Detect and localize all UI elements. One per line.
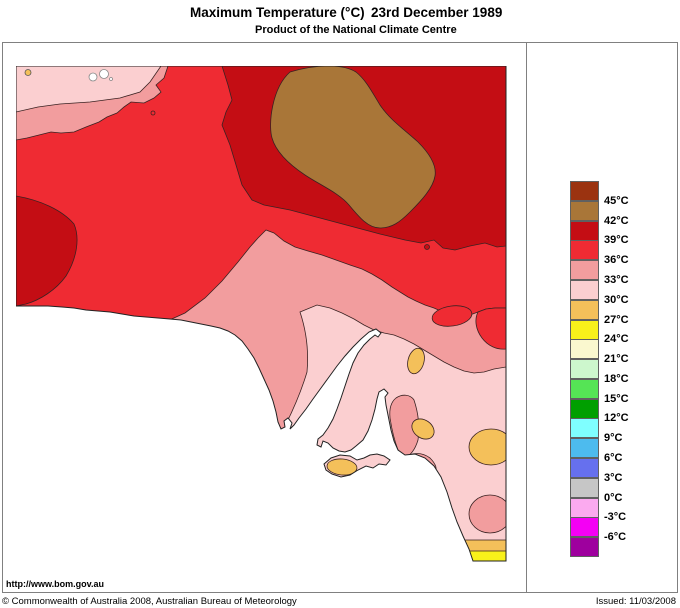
- legend-swatch-16: [570, 497, 599, 518]
- legend-label-5: 30°C: [604, 293, 629, 306]
- legend-swatch-17: [570, 517, 599, 538]
- legend-label-14: 3°C: [604, 471, 623, 484]
- legend-label-16: -3°C: [604, 511, 627, 524]
- legend-swatch-3: [570, 240, 599, 261]
- legend-label-9: 18°C: [604, 372, 629, 385]
- legend-swatch-9: [570, 359, 599, 380]
- legend-label-3: 36°C: [604, 254, 629, 267]
- legend-label-7: 24°C: [604, 333, 629, 346]
- legend-label-10: 15°C: [604, 392, 629, 405]
- legend-label-17: -6°C: [604, 531, 627, 544]
- region-36-39-small-dot: [150, 110, 156, 116]
- region-39-42-small-dot: [424, 244, 430, 250]
- legend-swatch-10: [570, 378, 599, 399]
- region-white-spot-c: [109, 77, 113, 81]
- legend-label-0: 45°C: [604, 194, 629, 207]
- legend-swatch-15: [570, 477, 599, 498]
- legend-label-13: 6°C: [604, 452, 623, 465]
- legend-label-8: 21°C: [604, 353, 629, 366]
- region-30-33-northwest: [16, 66, 162, 113]
- legend-swatch-4: [570, 260, 599, 281]
- panel-divider: [526, 42, 527, 593]
- south-australia-temperature-map: [16, 66, 507, 562]
- legend-label-1: 42°C: [604, 214, 629, 227]
- legend-label-2: 39°C: [604, 234, 629, 247]
- region-27-30-corner-dot: [24, 69, 32, 76]
- mainland-coastline: [16, 66, 507, 562]
- region-36-39-riverland-spot: [431, 305, 473, 327]
- legend-label-11: 12°C: [604, 412, 629, 425]
- footer-url: http://www.bom.gov.au: [6, 579, 104, 589]
- region-24-27-bottom-band: [457, 550, 506, 561]
- region-white-spot-a: [88, 72, 98, 82]
- legend-swatch-1: [570, 200, 599, 221]
- legend-label-15: 0°C: [604, 491, 623, 504]
- page-date: 23rd December 1989: [371, 5, 503, 20]
- region-27-30-patch-east: [468, 428, 506, 466]
- legend-swatch-8: [570, 339, 599, 360]
- legend-swatch-5: [570, 279, 599, 300]
- legend-swatch-7: [570, 319, 599, 340]
- kangaroo-island-coastline: [323, 453, 391, 478]
- legend-swatch-12: [570, 418, 599, 439]
- region-white-spot-b: [99, 69, 109, 79]
- legend-swatch-0: [570, 181, 599, 201]
- region-33-36-fleurieu-strip: [389, 394, 420, 459]
- region-39-42-west: [16, 195, 78, 307]
- footer-copyright: © Commonwealth of Australia 2008, Austra…: [2, 596, 297, 607]
- legend-label-12: 9°C: [604, 432, 623, 445]
- legend-swatch-13: [570, 438, 599, 459]
- region-42-45-brown-blob: [270, 66, 436, 229]
- content-frame: [2, 42, 678, 593]
- region-27-30-patch-north: [407, 347, 425, 375]
- legend-swatch-11: [570, 398, 599, 419]
- legend-swatch-18: [570, 537, 599, 558]
- legend-swatch-2: [570, 220, 599, 241]
- region-33-36-southeast-blob: [468, 494, 506, 534]
- legend-label-4: 33°C: [604, 273, 629, 286]
- kangaroo-island-27-30-patch: [326, 458, 358, 476]
- page-subtitle: Product of the National Climate Centre: [255, 24, 457, 36]
- page-title: Maximum Temperature (°C): [190, 5, 365, 20]
- region-27-30-patch-murray: [411, 418, 435, 440]
- footer-issued-date: Issued: 11/03/2008: [595, 596, 676, 607]
- legend-label-6: 27°C: [604, 313, 629, 326]
- legend-swatch-14: [570, 458, 599, 479]
- legend-swatch-6: [570, 299, 599, 320]
